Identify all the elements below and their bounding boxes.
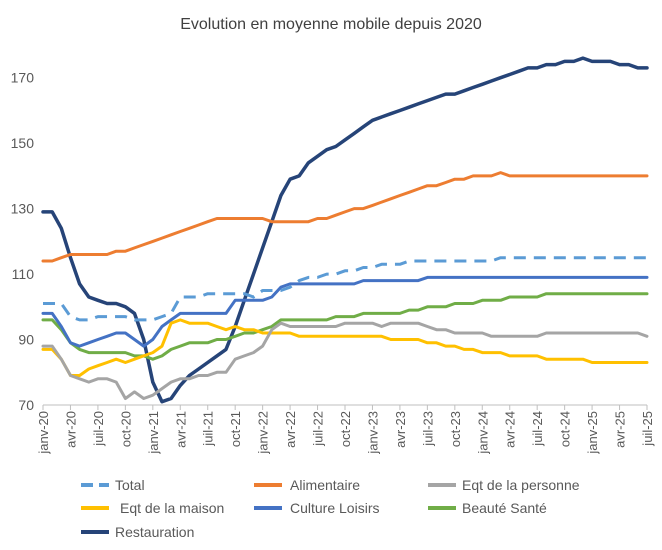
y-tick-label: 110	[12, 266, 35, 282]
series-line-eqt-de-la-maison	[41, 318, 649, 377]
x-tick-label: juil-24	[530, 411, 545, 447]
x-tick-label: janv-23	[365, 411, 380, 455]
legend-label: Culture Loisirs	[290, 500, 379, 516]
legend-label: Eqt de la maison	[120, 500, 224, 516]
x-tick-label: janv-21	[146, 411, 161, 455]
y-tick-label: 150	[11, 135, 35, 151]
y-axis: 70 90 110 130 150 170	[11, 70, 35, 413]
series-line-restauration	[41, 56, 649, 404]
x-tick-label: juil-21	[201, 411, 216, 447]
legend-label: Eqt de la personne	[462, 477, 580, 493]
x-tick-label: avr-20	[63, 411, 78, 448]
legend-label: Alimentaire	[290, 477, 360, 493]
y-tick-label: 70	[18, 397, 34, 413]
x-tick-label: juil-20	[91, 411, 106, 447]
x-tick-label: juil-22	[311, 411, 326, 447]
x-tick-label: avr-22	[283, 411, 298, 448]
series-line-total	[43, 256, 647, 322]
x-tick-label: janv-24	[475, 411, 490, 455]
x-tick-label: oct-23	[448, 411, 463, 447]
y-tick-label: 90	[18, 332, 34, 348]
y-tick-label: 130	[11, 201, 35, 217]
legend: Total Alimentaire Eqt de la personne Eqt de…	[81, 477, 580, 540]
x-tick-label: oct-20	[118, 411, 133, 447]
x-tick-label: janv-22	[256, 411, 271, 455]
x-tick-label: avr-23	[393, 411, 408, 448]
x-tick-label: juil-25	[640, 411, 655, 447]
x-tick-label: avr-25	[613, 411, 628, 448]
series-line-beaut-sant-	[41, 292, 649, 361]
x-tick-label: janv-20	[36, 411, 51, 455]
x-tick-label: juil-23	[420, 411, 435, 447]
series-line-culture-loisirs	[41, 275, 649, 348]
x-axis: janv-20 avr-20 juil-20 oct-20 janv-21 avr-21 j…	[36, 404, 655, 455]
x-tick-label: janv-25	[585, 411, 600, 455]
x-tick-label: avr-24	[503, 411, 518, 448]
legend-label: Restauration	[115, 524, 194, 540]
x-tick-label: oct-21	[228, 411, 243, 447]
y-tick-label: 170	[11, 70, 35, 86]
x-tick-label: oct-24	[558, 411, 573, 447]
x-tick-label: avr-21	[173, 411, 188, 448]
plot-area	[41, 56, 649, 404]
legend-label: Total	[115, 477, 145, 493]
legend-label: Beauté Santé	[462, 500, 547, 516]
chart-title: Evolution en moyenne mobile depuis 2020	[180, 16, 482, 33]
series-line-eqt-de-la-personne	[41, 321, 649, 400]
x-tick-label: oct-22	[338, 411, 353, 447]
series-line-alimentaire	[41, 171, 649, 263]
